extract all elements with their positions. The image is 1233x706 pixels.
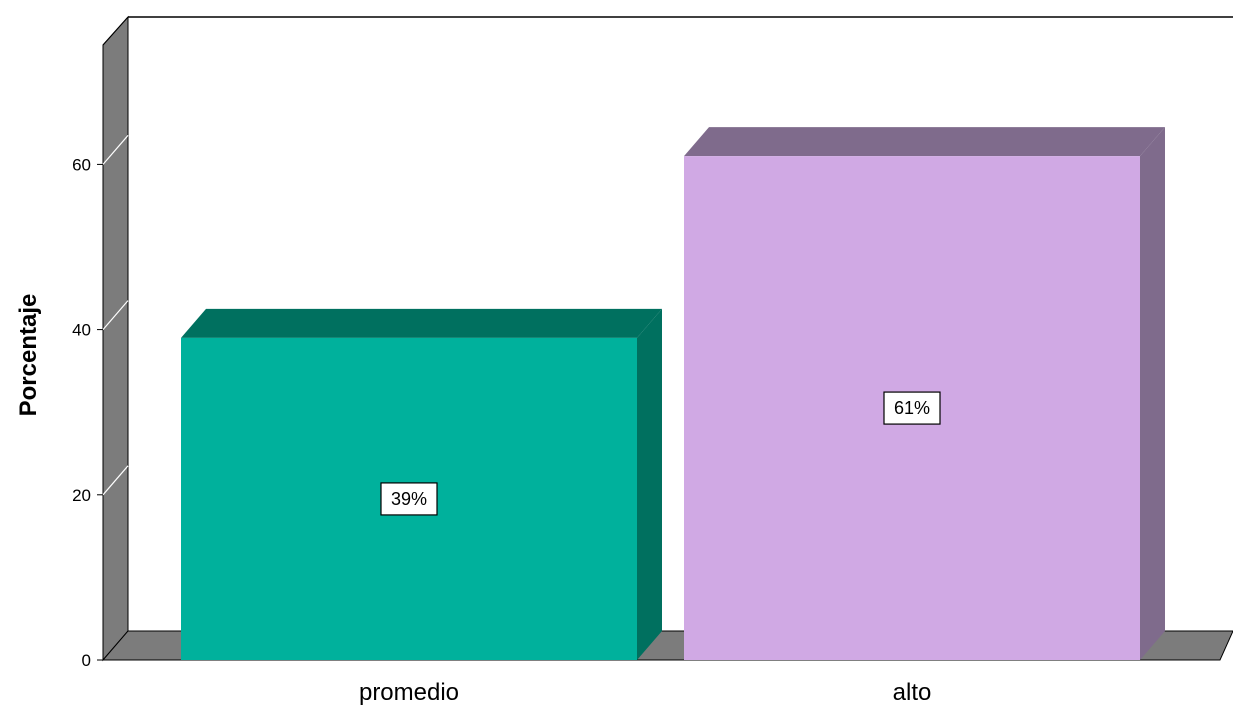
x-category-label-alto: alto [893, 679, 932, 706]
bar-side-promedio [637, 308, 662, 660]
data-label-promedio: 39% [391, 489, 427, 509]
y-gridline-20 [102, 465, 129, 496]
y-axis-label: Porcentaje [15, 294, 42, 417]
y-gridline-60 [102, 135, 129, 165]
y-gridline-40 [102, 300, 129, 330]
bar-alto: 61% [684, 127, 1165, 660]
y-tick-label-20: 20 [72, 486, 91, 505]
data-label-box-alto [883, 391, 941, 425]
bar-top-alto [684, 127, 1165, 157]
left-wall [102, 15, 129, 662]
bar-side-alto [1140, 127, 1165, 660]
y-tick-label-0: 0 [82, 651, 91, 670]
x-category-label-promedio: promedio [359, 679, 459, 706]
data-label-box-promedio [380, 482, 438, 516]
y-tick-label-40: 40 [72, 321, 91, 340]
bar-top-promedio [181, 308, 662, 338]
bar-promedio: 39% [181, 308, 662, 660]
left-border [102, 16, 129, 46]
y-tick-label-60: 60 [72, 155, 91, 174]
data-label-alto: 61% [894, 398, 930, 418]
